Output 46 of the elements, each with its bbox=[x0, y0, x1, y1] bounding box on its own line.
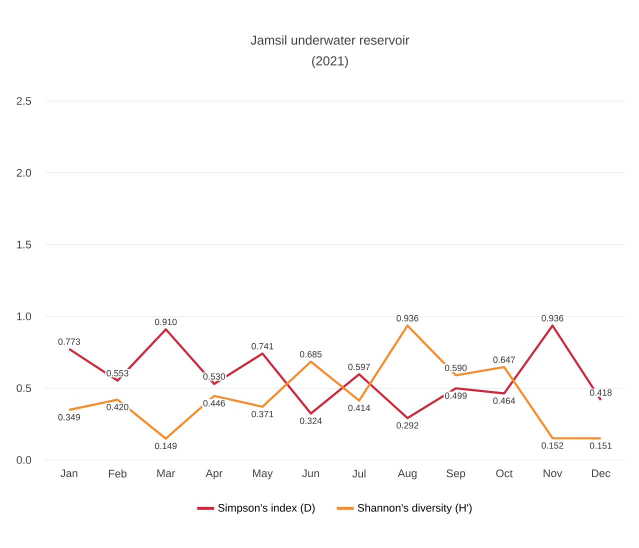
x-tick-label: Aug bbox=[398, 470, 417, 480]
data-label: 0.151 bbox=[590, 442, 612, 449]
data-label: 0.446 bbox=[203, 400, 225, 406]
data-label: 0.420 bbox=[106, 404, 128, 410]
x-tick-label: Jul bbox=[352, 470, 366, 478]
data-label: 0.292 bbox=[396, 422, 418, 429]
y-tick-label: 2.5 bbox=[16, 97, 32, 105]
data-label: 0.152 bbox=[542, 442, 564, 449]
y-tick-label: 2.0 bbox=[16, 168, 32, 177]
x-tick-label: May bbox=[253, 470, 273, 480]
data-label: 0.936 bbox=[542, 315, 564, 322]
data-label: 0.685 bbox=[300, 351, 322, 358]
data-label: 0.149 bbox=[154, 442, 177, 450]
data-label: 0.371 bbox=[252, 410, 274, 418]
chart-title: Jamsil underwater reservoir bbox=[250, 35, 410, 45]
x-tick-label: Jan bbox=[60, 470, 78, 478]
data-label: 0.418 bbox=[590, 389, 612, 396]
legend-label: Simpson's index (D) bbox=[218, 504, 315, 514]
data-label: 0.647 bbox=[493, 356, 515, 363]
y-tick-label: 0.5 bbox=[16, 384, 32, 392]
y-tick-label: 1.0 bbox=[17, 312, 32, 320]
x-tick-label: Feb bbox=[108, 470, 126, 478]
data-label: 0.553 bbox=[106, 370, 128, 376]
data-label: 0.597 bbox=[348, 364, 370, 370]
data-label: 0.324 bbox=[300, 418, 322, 424]
x-tick-label: Oct bbox=[496, 470, 513, 478]
data-label: 0.349 bbox=[58, 414, 80, 420]
data-label: 0.910 bbox=[154, 318, 177, 326]
y-tick-label: 1.5 bbox=[17, 240, 32, 248]
data-label: 0.590 bbox=[444, 364, 467, 372]
data-label: 0.773 bbox=[58, 338, 80, 345]
x-tick-label: Jun bbox=[302, 470, 319, 478]
data-label: 0.499 bbox=[444, 392, 467, 399]
chart-subtitle: (2021) bbox=[312, 56, 348, 68]
data-label: 0.414 bbox=[348, 404, 370, 412]
data-label: 0.936 bbox=[396, 315, 418, 322]
x-tick-label: Apr bbox=[206, 470, 223, 480]
legend-label: Shannon's diversity (H') bbox=[358, 504, 472, 514]
y-tick-label: 0.0 bbox=[16, 456, 32, 464]
data-label: 0.464 bbox=[493, 398, 516, 404]
data-label: 0.741 bbox=[252, 343, 274, 350]
x-tick-label: Dec bbox=[592, 470, 610, 478]
data-label: 0.530 bbox=[203, 373, 226, 380]
x-tick-label: Nov bbox=[544, 470, 562, 478]
x-tick-label: Sep bbox=[446, 470, 466, 480]
x-tick-label: Mar bbox=[157, 470, 176, 478]
